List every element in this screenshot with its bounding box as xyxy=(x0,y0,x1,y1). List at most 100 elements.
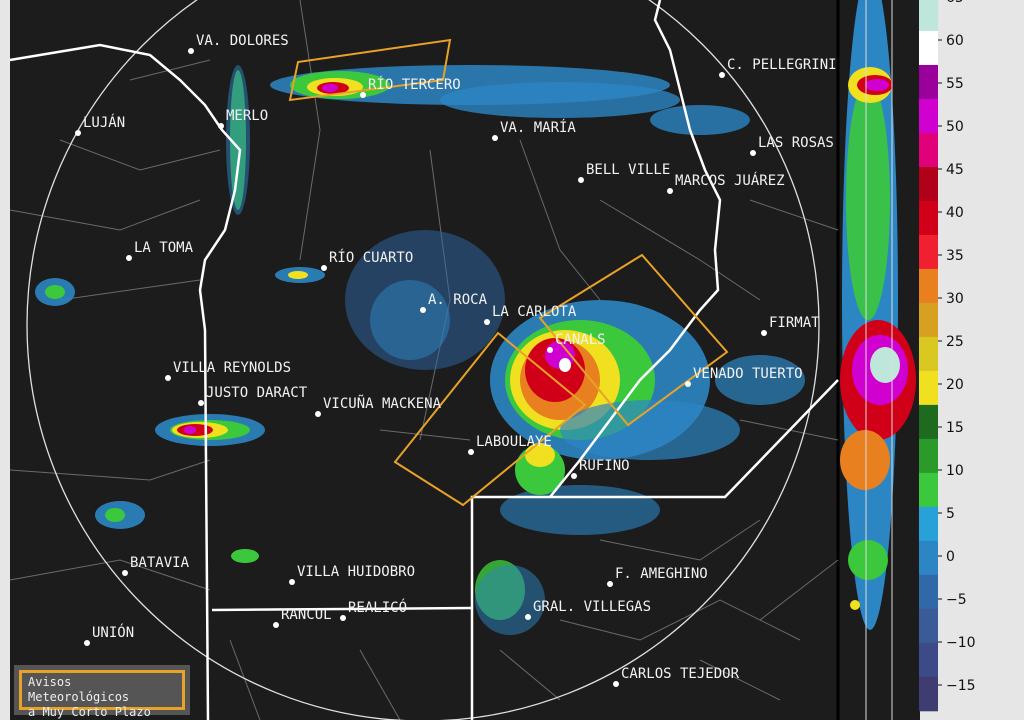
echo-5 xyxy=(440,82,680,118)
colorbar-tick-label: 35 xyxy=(946,248,964,264)
city-label: LUJÁN xyxy=(83,114,125,131)
city-dot xyxy=(685,381,691,387)
city-markers: VA. DOLORES RÍO TERCERO LUJÁN MERLO VA. MARÍ… xyxy=(75,33,837,687)
city-28: CARLOS TEJEDOR xyxy=(613,666,740,687)
colorbar-tick-label: 5 xyxy=(946,506,955,522)
city-dot xyxy=(667,188,673,194)
city-dot xyxy=(547,347,553,353)
city-label: MERLO xyxy=(226,108,268,124)
city-10: RÍO CUARTO xyxy=(321,249,413,271)
city-dot xyxy=(484,319,490,325)
echo-12 xyxy=(288,271,308,279)
city-dot xyxy=(571,473,577,479)
city-12: LA CARLOTA xyxy=(484,304,577,325)
city-dot xyxy=(340,615,346,621)
city-16: VENADO TUERTO xyxy=(685,366,803,387)
warning-polygon-canals[interactable] xyxy=(538,253,729,427)
warning-polygon-laboulaye[interactable] xyxy=(393,331,587,507)
city-0: VA. DOLORES xyxy=(188,33,289,54)
city-21: BATAVIA xyxy=(122,555,190,576)
colorbar-tick-label: 65 xyxy=(946,0,964,6)
colorbar-tick-label: 40 xyxy=(946,205,964,221)
city-label: CANALS xyxy=(555,332,606,348)
colorbar-tick-label: 45 xyxy=(946,162,964,178)
city-dot xyxy=(289,579,295,585)
city-dot xyxy=(761,330,767,336)
city-label: RANCUL xyxy=(281,607,332,623)
city-label: FIRMAT xyxy=(769,315,820,331)
colorbar-tick-label: −5 xyxy=(946,592,967,608)
city-dot xyxy=(165,375,171,381)
city-label: REALICÓ xyxy=(348,598,407,616)
city-dot xyxy=(468,449,474,455)
colorbar-segment xyxy=(919,506,938,542)
city-dot xyxy=(360,92,366,98)
city-19: LABOULAYE xyxy=(468,434,552,455)
city-label: VILLA REYNOLDS xyxy=(173,360,291,376)
city-dot xyxy=(84,640,90,646)
colorbar-segment xyxy=(919,336,938,372)
echo-32 xyxy=(105,508,125,522)
city-label: JUSTO DARACT xyxy=(206,385,308,401)
city-8: MARCOS JUÁREZ xyxy=(667,172,785,194)
colorbar-tick-label: 30 xyxy=(946,291,964,307)
colorbar-segment xyxy=(919,268,938,304)
colorbar-segment xyxy=(919,574,938,610)
city-dot xyxy=(750,150,756,156)
colorbar-segment xyxy=(919,438,938,474)
city-label: LA TOMA xyxy=(134,240,194,256)
city-dot xyxy=(578,177,584,183)
echo-33 xyxy=(231,549,259,563)
legend-box: Avisos Meteorológicos a Muy Corto Plazo xyxy=(14,665,190,719)
city-23: F. AMEGHINO xyxy=(607,566,708,587)
colorbar-segment xyxy=(919,540,938,576)
legend-text-line2: a Muy Corto Plazo xyxy=(28,705,151,719)
colorbar-tick-label: 25 xyxy=(946,334,964,350)
city-dot xyxy=(607,581,613,587)
colorbar-segment xyxy=(919,166,938,202)
colorbar-tick-label: −10 xyxy=(946,635,976,651)
colorbar-segment xyxy=(919,642,938,678)
city-label: F. AMEGHINO xyxy=(615,566,708,582)
warning-polygon-rio-tercero[interactable] xyxy=(288,38,452,102)
province-borders xyxy=(9,0,839,720)
xsec-echo-8 xyxy=(840,430,890,490)
colorbar-segment xyxy=(919,370,938,406)
city-label: GRAL. VILLEGAS xyxy=(533,599,651,615)
city-label: CARLOS TEJEDOR xyxy=(621,666,740,682)
department-borders xyxy=(9,0,839,720)
city-dot xyxy=(492,135,498,141)
echo-36 xyxy=(715,355,805,405)
xsec-echo-7 xyxy=(870,347,900,383)
colorbar-tick-label: 10 xyxy=(946,463,964,479)
city-label: RUFINO xyxy=(579,458,630,474)
city-label: VICUÑA MACKENA xyxy=(323,395,442,412)
city-27: UNIÓN xyxy=(84,623,134,646)
echo-21 xyxy=(559,358,571,372)
city-label: LABOULAYE xyxy=(476,434,552,450)
colorbar-tick-label: 15 xyxy=(946,420,964,436)
city-label: A. ROCA xyxy=(428,292,488,308)
echo-8 xyxy=(226,65,250,215)
city-13: FIRMAT xyxy=(761,315,820,336)
colorbar-segment xyxy=(919,676,938,712)
echo-30 xyxy=(184,426,196,434)
colorbar-tick-label: 20 xyxy=(946,377,964,393)
colorbar-segment xyxy=(919,30,938,66)
xsec-echo-9 xyxy=(848,540,888,580)
city-label: RÍO TERCERO xyxy=(368,76,461,93)
city-4: VA. MARÍA xyxy=(492,119,576,141)
city-label: LAS ROSAS xyxy=(758,135,834,151)
city-2: LUJÁN xyxy=(75,114,125,136)
colorbar-tick-label: 50 xyxy=(946,119,964,135)
city-1: RÍO TERCERO xyxy=(360,76,461,98)
city-dot xyxy=(218,123,224,129)
colorbar-tick-label: 0 xyxy=(946,549,955,565)
colorbar-segment xyxy=(919,0,938,32)
colorbar-tick-label: 55 xyxy=(946,76,964,92)
colorbar-segment xyxy=(919,132,938,168)
reflectivity-colorbar: 65605550454035302520151050−5−10−15 xyxy=(919,0,976,712)
city-14: CANALS xyxy=(547,332,606,353)
colorbar-segment xyxy=(919,404,938,440)
